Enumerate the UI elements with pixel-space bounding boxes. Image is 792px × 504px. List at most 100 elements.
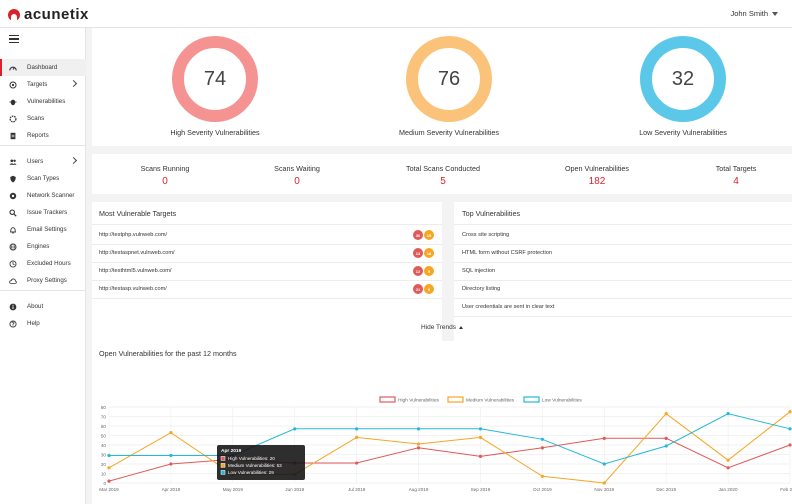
data-point [602, 462, 606, 466]
sidebar-item-label: Help [27, 320, 40, 327]
sidebar-item-network-scanner[interactable]: Network Scanner [0, 187, 86, 204]
severity-ring-1[interactable]: 76 [406, 36, 492, 122]
severity-ring-0[interactable]: 74 [172, 36, 258, 122]
top-vulnerabilities-panel: Top Vulnerabilities Cross site scripting… [454, 202, 792, 344]
sidebar-item-label: Engines [27, 243, 50, 250]
data-point [107, 466, 111, 470]
sidebar-item-label: About [27, 303, 44, 310]
hamburger-menu-icon[interactable] [9, 35, 19, 43]
legend-label: Low Vulnerabilities [542, 398, 582, 404]
hide-trends-toggle[interactable]: Hide Trends [92, 324, 792, 331]
y-tick-label: 70 [101, 414, 107, 419]
y-tick-label: 40 [101, 443, 107, 448]
data-point [355, 435, 359, 439]
sidebar-item-proxy-settings[interactable]: Proxy Settings [0, 272, 86, 289]
sidebar-item-excluded-hours[interactable]: Excluded Hours [0, 255, 86, 272]
y-tick-label: 20 [101, 462, 107, 467]
sidebar-item-label: Excluded Hours [27, 260, 71, 267]
severity-ring-2[interactable]: 32 [640, 36, 726, 122]
sidebar-item-label: Reports [27, 132, 49, 139]
severity-count: 74 [203, 67, 227, 90]
chart-title: Open Vulnerabilities for the past 12 mon… [99, 349, 237, 358]
sidebar-item-vulnerabilities[interactable]: Vulnerabilities [0, 93, 86, 110]
logo-text: acunetix [24, 6, 89, 23]
sidebar-item-dashboard[interactable]: Dashboard [0, 59, 86, 76]
x-tick-label: Jan 2020 [719, 487, 738, 492]
legend-swatch [447, 396, 464, 403]
most-vulnerable-title: Most Vulnerable Targets [99, 209, 177, 218]
stat-label: Scans Waiting [274, 164, 320, 173]
legend-label: Medium Vulnerabilities [466, 398, 515, 404]
target-link[interactable]: http://testphp.vulnweb.com/ [99, 232, 168, 238]
hide-trends-label: Hide Trends [420, 324, 457, 331]
sidebar-item-label: Dashboard [27, 64, 58, 71]
x-tick-label: Oct 2019 [533, 487, 552, 492]
data-point [540, 474, 544, 478]
sidebar-item-reports[interactable]: Reports [0, 127, 86, 144]
data-point [664, 444, 668, 448]
data-point [788, 427, 792, 431]
high-count-badge: 30 [413, 230, 423, 240]
severity-count: 32 [671, 67, 695, 90]
chart-tooltip [217, 445, 305, 480]
sidebar-item-email-settings[interactable]: Email Settings [0, 221, 86, 238]
sidebar-item-issue-trackers[interactable]: Issue Trackers [0, 204, 86, 221]
sidebar-item-label: Users [27, 158, 44, 165]
data-point [355, 427, 359, 431]
scan-icon [9, 114, 17, 123]
data-point [602, 481, 606, 485]
severity-count: 76 [437, 67, 461, 90]
tooltip-title: Apr 2019 [221, 448, 242, 454]
sidebar-item-targets[interactable]: Targets [0, 76, 86, 93]
sidebar-item-users[interactable]: Users [0, 153, 86, 170]
x-tick-label: Nov 2019 [594, 487, 614, 492]
data-point [355, 461, 359, 465]
tooltip-swatch [220, 470, 226, 475]
top-vulnerability-link[interactable]: Directory listing [462, 286, 501, 292]
medium-count-badge: 15 [424, 230, 434, 240]
sidebar-item-help[interactable]: Help [0, 315, 86, 332]
tracker-icon [9, 208, 17, 217]
stat-label: Total Targets [715, 164, 757, 173]
series-line-2 [109, 413, 791, 465]
top-vulnerability-link[interactable]: HTML form without CSRF protection [462, 250, 552, 256]
stat-value[interactable]: 4 [733, 176, 739, 187]
target-link[interactable]: http://testasp.vulnweb.com/ [99, 286, 167, 292]
sidebar-item-about[interactable]: About [0, 298, 86, 315]
stat-value[interactable]: 0 [294, 176, 300, 187]
stat-value[interactable]: 182 [588, 176, 606, 187]
medium-count-badge: 5 [424, 266, 434, 276]
top-vulnerability-link[interactable]: User credentials are sent in clear text [462, 304, 555, 310]
data-point [602, 436, 606, 440]
high-count-badge: 12 [413, 266, 423, 276]
sidebar: Dashboard Targets Vulnerabilities Scans … [0, 28, 86, 504]
x-tick-label: May 2019 [223, 487, 244, 492]
scan-stats-card: Scans Running 0 Scans Waiting 0 Total Scan… [92, 154, 792, 194]
globe-icon [9, 243, 17, 251]
x-tick-label: Dec 2019 [656, 487, 676, 492]
target-link[interactable]: http://testaspnet.vulnweb.com/ [99, 250, 175, 256]
y-tick-label: 50 [101, 433, 107, 438]
stat-value[interactable]: 0 [162, 176, 168, 187]
medium-count-badge: 18 [424, 248, 434, 258]
top-vulnerability-link[interactable]: SQL injection [462, 268, 496, 274]
severity-label: Low Severity Vulnerabilities [639, 128, 727, 137]
help-icon [9, 319, 17, 328]
stat-label: Open Vulnerabilities [564, 164, 630, 173]
user-name: John Smith [730, 9, 768, 18]
target-link[interactable]: http://testhtml5.vulnweb.com/ [99, 268, 172, 274]
sidebar-item-scan-types[interactable]: Scan Types [0, 170, 86, 187]
sidebar-item-engines[interactable]: Engines [0, 238, 86, 255]
stat-value[interactable]: 5 [440, 176, 446, 187]
y-tick-label: 60 [101, 424, 107, 429]
user-menu[interactable]: John Smith [730, 9, 778, 18]
data-point [726, 466, 730, 470]
top-vulnerability-link[interactable]: Cross site scripting [462, 232, 510, 238]
data-point [664, 412, 668, 416]
legend-label: High Vulnerabilities [398, 398, 439, 404]
acunetix-logo[interactable]: acunetix [8, 6, 89, 23]
data-point [169, 453, 173, 458]
data-point [416, 427, 421, 431]
sidebar-item-scans[interactable]: Scans [0, 110, 86, 127]
tooltip-line: Medium Vulnerabilities: 53 [228, 463, 282, 468]
